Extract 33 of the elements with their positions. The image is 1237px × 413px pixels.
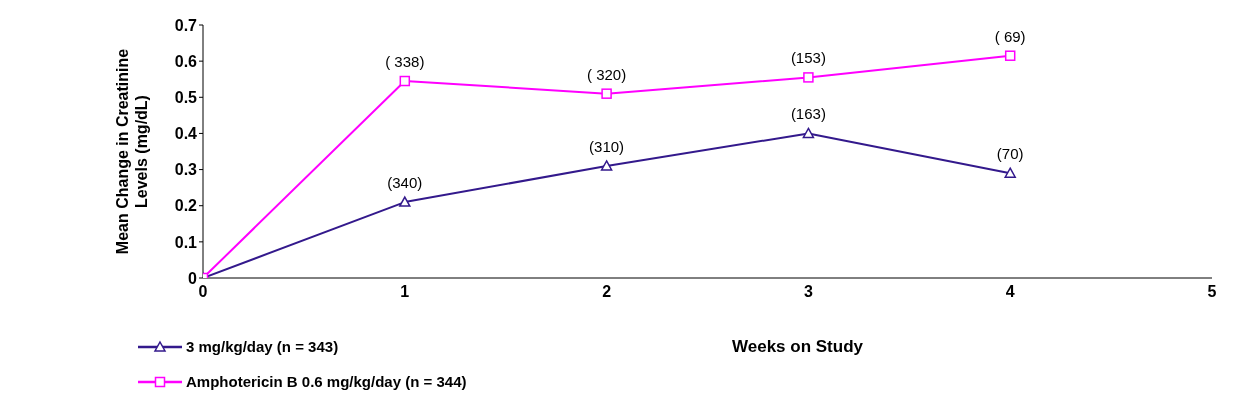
- annotation: (70): [996, 145, 1024, 163]
- x-tick-label: 5: [1207, 283, 1217, 301]
- point: [600, 160, 613, 171]
- point: [399, 75, 411, 87]
- y-tick-label: 0: [188, 269, 198, 287]
- y-axis-title: Mean Change in Creatinine Levels (mg/dL): [114, 48, 150, 255]
- y-tick-label: 0.7: [174, 16, 198, 34]
- legend-label: Amphotericin B 0.6 mg/kg/day (n = 344): [186, 373, 467, 390]
- y-tick-label: 0.6: [174, 52, 198, 70]
- point: [1004, 167, 1016, 178]
- y-tick-label: 0.2: [174, 197, 198, 215]
- y-tick-label: 0.3: [174, 161, 198, 179]
- annotation: (163): [790, 105, 826, 123]
- y-tick-label: 0.1: [174, 233, 198, 251]
- y-tick-label: 0.4: [174, 125, 198, 143]
- point: [601, 88, 612, 99]
- x-tick-label: 2: [602, 283, 612, 301]
- legend-label: 3 mg/kg/day (n = 343): [186, 338, 339, 355]
- y-tick-label: 0.5: [174, 88, 198, 106]
- annotation: (153): [790, 49, 826, 67]
- point: [802, 127, 815, 139]
- annotation: (340): [387, 174, 423, 192]
- point: [1004, 50, 1016, 61]
- annotation: ( 69): [994, 27, 1026, 45]
- x-tick-label: 1: [400, 283, 410, 301]
- annotation: ( 320): [587, 65, 627, 83]
- annotation: ( 338): [385, 53, 425, 71]
- x-tick-label: 4: [1005, 283, 1015, 301]
- annotation: (310): [589, 137, 625, 155]
- x-axis-title: Weeks on Study: [732, 337, 864, 357]
- point: [399, 196, 411, 207]
- x-tick-label: 3: [803, 283, 813, 301]
- point: [803, 72, 814, 83]
